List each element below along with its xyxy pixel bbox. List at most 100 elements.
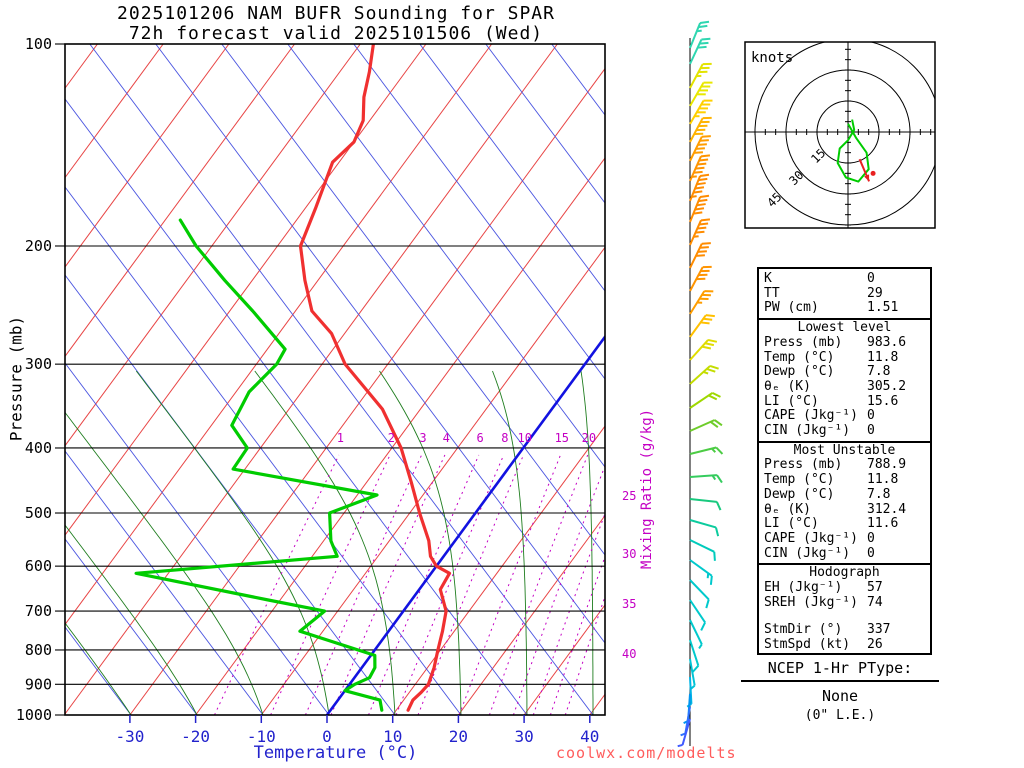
pressure-tick-labels: 100 200 300 400 500 600 700 800 900 1000 xyxy=(16,35,52,724)
stats-row: θₑ (K) 305.2 xyxy=(759,378,930,395)
wind-barb xyxy=(689,20,710,49)
mixing-ratio-labels: 1 2 3 4 6 8 10 15 20 25 30 35 40 xyxy=(337,431,637,661)
wind-barb xyxy=(689,498,722,511)
stats-label: Press (mb) xyxy=(764,457,843,473)
stats-panel: K 0 TT 29 PW (cm) 1.51 Lowest level Press (mb) 9… xyxy=(757,267,932,655)
stats-label: StmDir (°) xyxy=(764,622,843,638)
stats-value: 983.6 xyxy=(867,334,907,350)
stats-row: LI (°C) 11.6 xyxy=(759,517,930,532)
stats-value: 11.6 xyxy=(867,516,899,532)
svg-text:400: 400 xyxy=(25,439,52,457)
svg-text:40: 40 xyxy=(580,727,599,746)
stats-section-hodograph: Hodograph EH (Jkg⁻¹) 57 SREH (Jkg⁻¹) 74 StmDi… xyxy=(759,563,930,653)
stats-label: Press (mb) xyxy=(764,334,843,350)
stats-value: 11.8 xyxy=(867,349,899,365)
svg-text:-10: -10 xyxy=(247,727,276,746)
svg-text:600: 600 xyxy=(25,557,52,575)
site-watermark: coolwx.com/modelts xyxy=(556,744,737,762)
svg-text:40: 40 xyxy=(622,647,636,661)
stats-label: CAPE (Jkg⁻¹) xyxy=(764,530,858,546)
stats-label: CAPE (Jkg⁻¹) xyxy=(764,408,858,424)
wind-barb xyxy=(689,419,723,432)
wind-barb xyxy=(689,599,706,631)
stats-section: K 0 TT 29 PW (cm) 1.51 xyxy=(759,271,930,316)
svg-text:10: 10 xyxy=(383,727,402,746)
ptype-title: NCEP 1-Hr PType: xyxy=(741,659,939,682)
svg-text:4: 4 xyxy=(443,431,450,445)
plot-border xyxy=(64,43,606,716)
stats-row: Temp (°C) 11.8 xyxy=(759,349,930,366)
svg-text:500: 500 xyxy=(25,504,52,522)
stats-row: Press (mb) 983.6 xyxy=(759,334,930,351)
stats-value: 788.9 xyxy=(867,457,907,473)
stats-row: StmSpd (kt) 26 xyxy=(759,637,930,653)
wind-barb xyxy=(677,718,691,748)
stats-row: Dewp (°C) 7.8 xyxy=(759,365,930,380)
temperature-tick-labels: -30 -20 -10 0 10 20 30 40 xyxy=(115,727,599,746)
stats-value: 15.6 xyxy=(867,393,899,409)
stats-value: 29 xyxy=(867,285,883,301)
svg-text:30: 30 xyxy=(514,727,533,746)
svg-text:8: 8 xyxy=(501,431,508,445)
wind-barb xyxy=(689,116,712,143)
stats-value: 0 xyxy=(867,271,875,286)
stats-value: 0 xyxy=(867,423,875,439)
stats-section-title: Lowest level xyxy=(797,320,892,336)
stats-value: 11.8 xyxy=(867,472,899,488)
stats-label: CIN (Jkg⁻¹) xyxy=(764,423,851,439)
stats-value: 7.8 xyxy=(867,364,891,380)
wind-barb xyxy=(689,392,721,409)
stats-value: 305.2 xyxy=(867,378,907,394)
pressure-axis-label: Pressure (mb) xyxy=(6,315,26,442)
svg-text:1000: 1000 xyxy=(16,706,52,724)
stats-row: LI (°C) 15.6 xyxy=(759,393,930,410)
stats-row: EH (Jkg⁻¹) 57 xyxy=(759,580,930,596)
hodograph-trace xyxy=(836,119,870,183)
pressure-gridlines xyxy=(55,43,605,716)
wind-barb xyxy=(689,579,710,609)
svg-text:25: 25 xyxy=(622,489,636,503)
stats-value: 57 xyxy=(867,580,883,596)
stats-row: StmDir (°) 337 xyxy=(759,623,930,638)
wind-barb xyxy=(689,539,716,561)
stats-row: TT 29 xyxy=(759,285,930,302)
stats-row: Dewp (°C) 7.8 xyxy=(759,487,930,503)
stats-section-most-unstable: Most Unstable Press (mb) 788.9 Temp (°C) 11.… xyxy=(759,440,930,562)
stats-label: Temp (°C) xyxy=(764,349,835,365)
stats-label: Temp (°C) xyxy=(764,472,835,488)
wind-barb xyxy=(689,559,713,585)
svg-text:200: 200 xyxy=(25,237,52,255)
profile-lines xyxy=(134,44,452,712)
stats-row: Press (mb) 788.9 xyxy=(759,458,930,473)
svg-text:30: 30 xyxy=(622,547,636,561)
svg-text:6: 6 xyxy=(476,431,483,445)
stats-label: Dewp (°C) xyxy=(764,364,835,380)
stats-value: 26 xyxy=(867,637,883,653)
mixing-ratio-lines xyxy=(214,454,605,715)
wind-barb xyxy=(689,639,700,674)
stats-row: CAPE (Jkg⁻¹) 0 xyxy=(759,530,930,547)
stats-label: StmSpd (kt) xyxy=(764,637,851,653)
stats-row: CIN (Jkg⁻¹) 0 xyxy=(759,423,930,439)
stats-section-title: Hodograph xyxy=(809,565,880,581)
stats-row: SREH (Jkg⁻¹) 74 xyxy=(759,595,930,611)
chart-title-line1: 2025101206 NAM BUFR Sounding for SPAR xyxy=(117,3,555,24)
stats-value: 312.4 xyxy=(867,501,907,517)
stats-section-title: Most Unstable xyxy=(793,442,896,458)
svg-text:2: 2 xyxy=(388,431,395,445)
stats-label: K xyxy=(764,271,772,286)
stats-value: 0 xyxy=(867,530,875,546)
stats-row: CAPE (Jkg⁻¹) 0 xyxy=(759,409,930,424)
wind-barb xyxy=(689,265,712,292)
svg-text:100: 100 xyxy=(25,35,52,53)
stats-label: TT xyxy=(764,285,780,301)
wind-barb xyxy=(689,290,714,315)
stats-label: EH (Jkg⁻¹) xyxy=(764,580,843,596)
stats-row: CIN (Jkg⁻¹) 0 xyxy=(759,546,930,562)
temperature-ticks xyxy=(129,715,591,723)
stats-row: PW (cm) 1.51 xyxy=(759,301,930,316)
wind-barb xyxy=(689,99,713,125)
